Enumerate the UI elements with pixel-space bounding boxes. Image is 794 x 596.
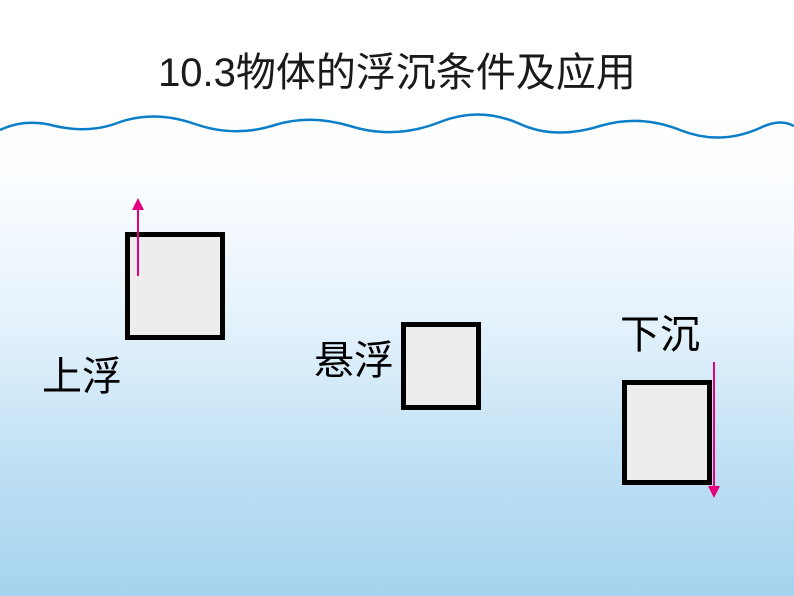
suspend-label: 悬浮 [314,328,394,386]
wave-path [0,114,794,137]
float-label: 上浮 [42,344,122,402]
slide: 10.3物体的浮沉条件及应用 上浮 悬浮 下沉 [0,0,794,596]
arrow-head-down-icon [708,486,720,498]
float-arrow-up [137,198,149,276]
suspend-box [401,322,481,410]
water-surface-wave [0,100,794,160]
sink-label: 下沉 [620,302,700,360]
arrow-shaft [137,208,139,276]
sink-box [622,380,712,485]
sink-arrow-down [713,362,725,498]
arrow-shaft [713,362,715,488]
slide-title: 10.3物体的浮沉条件及应用 [0,40,794,98]
